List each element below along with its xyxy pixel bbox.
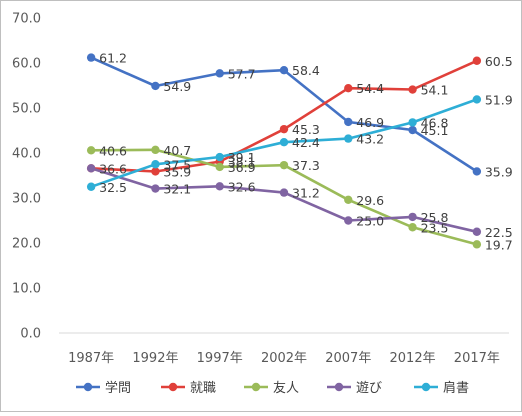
data-point-marker [408, 118, 417, 127]
data-point-marker [86, 146, 96, 155]
data-label: 25.0 [356, 214, 384, 229]
x-tick-label: 2017年 [454, 351, 500, 366]
data-point-marker [279, 66, 289, 75]
data-label: 45.1 [421, 123, 449, 138]
y-tick-label: 10.0 [12, 282, 41, 297]
data-point-marker [279, 188, 289, 197]
legend-swatch-marker [83, 382, 93, 392]
data-point-marker [86, 182, 96, 191]
data-point-marker [151, 167, 160, 176]
legend-swatch-marker [421, 382, 431, 392]
data-label: 54.4 [356, 81, 384, 96]
data-label: 23.5 [421, 220, 449, 235]
data-point-marker [279, 160, 289, 170]
data-label: 46.8 [421, 115, 449, 130]
legend-swatch-marker [168, 382, 178, 392]
series-line-1 [89, 59, 479, 173]
data-point-marker [151, 145, 160, 155]
data-point-marker [344, 134, 353, 143]
series-line-0 [89, 56, 479, 173]
y-tick-label: 40.0 [12, 147, 41, 162]
data-point-marker [408, 85, 417, 94]
data-label: 60.5 [485, 54, 513, 69]
data-label: 35.9 [485, 164, 513, 179]
data-label: 22.5 [485, 225, 513, 240]
data-point-marker [215, 162, 224, 172]
data-label: 51.9 [485, 92, 513, 107]
data-label: 40.6 [99, 143, 127, 158]
data-label: 36.9 [228, 160, 256, 175]
y-tick-label: 70.0 [12, 12, 41, 27]
data-point-marker [344, 117, 353, 127]
legend-label: 就職 [190, 381, 216, 396]
data-label: 35.9 [163, 164, 191, 179]
data-point-marker [151, 81, 160, 91]
legend-swatch-marker [251, 382, 261, 392]
data-point-marker [472, 95, 482, 104]
legend-swatch-marker [334, 382, 344, 392]
data-label: 32.1 [163, 182, 191, 197]
x-tick-label: 2002年 [261, 351, 307, 366]
data-point-marker [279, 124, 289, 134]
data-label: 37.3 [292, 158, 320, 173]
data-label: 57.7 [228, 66, 256, 81]
legend-label: 遊び [356, 381, 382, 396]
data-label: 40.7 [163, 143, 191, 158]
data-label: 45.3 [292, 122, 320, 137]
x-tick-label: 1992年 [132, 351, 178, 366]
y-tick-label: 20.0 [12, 237, 41, 252]
data-label: 54.9 [163, 79, 191, 94]
x-tick-label: 1997年 [197, 351, 243, 366]
x-tick-label: 1987年 [68, 351, 114, 366]
legend-label: 学問 [105, 380, 131, 396]
data-label: 58.4 [292, 63, 320, 78]
data-point-marker [86, 53, 96, 62]
data-label: 38.1 [228, 155, 256, 170]
data-point-marker [472, 240, 482, 249]
data-point-marker [344, 216, 353, 225]
data-point-marker [408, 125, 417, 135]
data-point-marker [215, 182, 224, 191]
data-label: 54.1 [421, 83, 449, 98]
data-label: 37.5 [163, 157, 191, 172]
data-point-marker [215, 69, 224, 78]
data-point-marker [472, 167, 482, 176]
data-label: 36.6 [99, 161, 127, 176]
data-label: 31.2 [292, 186, 320, 201]
data-label: 25.8 [421, 210, 449, 225]
data-point-marker [151, 184, 160, 193]
x-tick-label: 2007年 [325, 351, 371, 366]
data-point-marker [472, 227, 482, 236]
y-tick-label: 0.0 [20, 327, 41, 342]
data-label: 61.2 [99, 51, 127, 66]
series-line-3 [89, 167, 479, 234]
data-point-marker [344, 195, 353, 204]
data-point-marker [215, 152, 224, 162]
data-point-marker [279, 138, 289, 147]
data-label: 19.7 [485, 237, 513, 252]
x-tick-label: 2012年 [390, 351, 436, 366]
y-tick-label: 30.0 [12, 192, 41, 207]
y-tick-label: 50.0 [12, 102, 41, 117]
data-label: 39.1 [228, 150, 256, 165]
data-label: 32.6 [228, 179, 256, 194]
y-tick-label: 60.0 [12, 57, 41, 72]
data-label: 29.6 [356, 193, 384, 208]
legend-label: 肩書 [443, 380, 469, 396]
data-point-marker [344, 84, 353, 93]
data-point-marker [151, 160, 160, 169]
data-label: 43.2 [356, 132, 384, 147]
data-label: 46.9 [356, 115, 384, 130]
data-label: 42.4 [292, 135, 320, 150]
legend-label: 友人 [273, 380, 299, 396]
data-label: 32.5 [99, 180, 127, 195]
data-point-marker [408, 223, 417, 232]
data-point-marker [408, 212, 417, 222]
data-point-marker [86, 164, 96, 173]
data-point-marker [472, 56, 482, 65]
